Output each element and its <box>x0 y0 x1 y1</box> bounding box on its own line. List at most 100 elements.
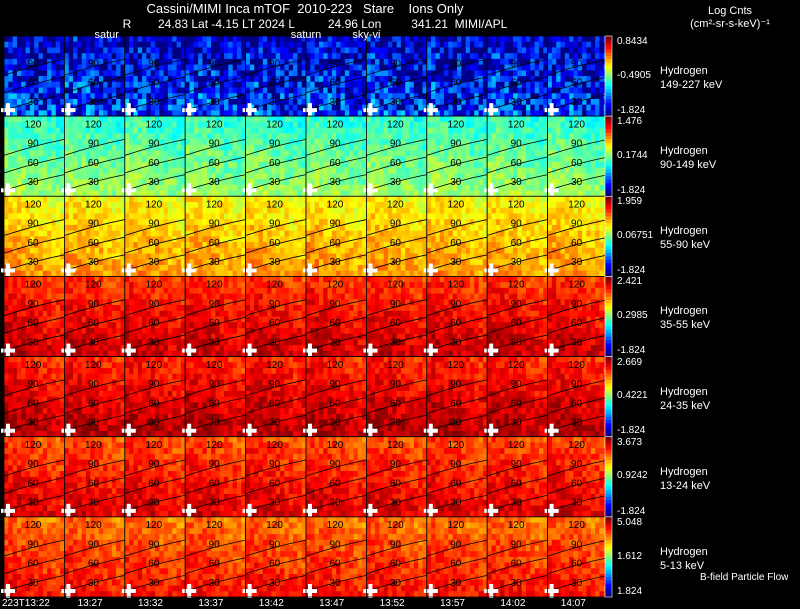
contour-line <box>487 477 548 494</box>
colorbar-segment <box>605 566 612 571</box>
contour-label: 60 <box>269 559 281 570</box>
colorbar-segment <box>605 283 612 287</box>
colorbar-segment <box>605 343 612 348</box>
contour-label: 60 <box>329 398 341 409</box>
contour-line <box>487 299 548 317</box>
contour-label: 120 <box>266 119 283 130</box>
contour-line <box>64 316 125 334</box>
x-tick-label: 13:27 <box>77 598 103 609</box>
contour-label: 90 <box>269 219 281 230</box>
contour-line <box>426 156 488 174</box>
colorbar-segment <box>605 219 612 224</box>
colorbar-segment <box>605 476 612 481</box>
colorbar-cmin: -1.824 <box>617 345 646 357</box>
panel-r0-c4: 90 60 30 <box>242 35 307 118</box>
contour-line <box>487 58 548 76</box>
contour-label: 90 <box>450 299 462 310</box>
contour-label: 60 <box>209 398 221 409</box>
contour-label: 90 <box>27 299 39 310</box>
colorbar-segment <box>605 142 612 147</box>
colorbar-cmid: 0.4221 <box>617 390 648 402</box>
colorbar-segment <box>605 152 612 157</box>
panel-r4-c0: 120 90 60 30 <box>1 356 65 438</box>
contour-label: 120 <box>266 440 283 451</box>
colorbar-segment <box>605 570 612 575</box>
contour-label: 90 <box>148 459 160 470</box>
colorbar-segment <box>605 289 612 294</box>
contour-label: 90 <box>209 379 221 390</box>
contour-label: 120 <box>568 280 585 291</box>
contour-line <box>185 539 246 557</box>
x-tick-label: 14:02 <box>500 598 526 609</box>
colorbar-segment <box>605 453 612 458</box>
contour-line <box>124 379 186 397</box>
energy-label: 35-55 keV <box>660 319 711 332</box>
contour-line <box>547 459 609 477</box>
contour-line <box>305 459 367 477</box>
contour-label: 120 <box>387 200 404 211</box>
contour-label: 90 <box>450 459 462 470</box>
colorbar-segment <box>605 36 612 40</box>
colorbar-segment <box>605 433 612 438</box>
panel-r2-c1: 120 90 60 30 <box>61 195 126 278</box>
contour-line <box>64 76 125 94</box>
contour-label: 60 <box>88 238 100 249</box>
contour-label: 30 <box>88 177 100 188</box>
contour-label: 120 <box>266 360 283 371</box>
contour-line <box>305 156 367 174</box>
panel-r6-c8: 120 90 60 30 <box>484 516 549 598</box>
contour-line <box>426 299 488 317</box>
contour-line <box>185 557 246 575</box>
contour-label: 30 <box>27 418 39 429</box>
panel-r5-c5: 120 90 60 30 <box>303 436 367 518</box>
contour-label: 120 <box>145 360 162 371</box>
energy-label: 55-90 keV <box>660 239 711 252</box>
colorbar-segment <box>605 496 612 501</box>
panel-r1-c6: 120 90 60 30 <box>363 115 428 198</box>
contour-line <box>305 557 367 575</box>
contour-label: 30 <box>148 498 160 509</box>
colorbar-segment <box>605 179 612 184</box>
contour-label: 30 <box>571 418 583 429</box>
contour-line <box>64 156 125 174</box>
contour-label: 30 <box>571 578 583 589</box>
contour-label: 120 <box>85 520 102 531</box>
colorbar-segment <box>605 52 612 57</box>
contour-label: 90 <box>27 459 39 470</box>
panel-r5-c8: 120 90 60 30 <box>484 436 549 518</box>
colorbar-cmax: 1.476 <box>617 116 643 128</box>
contour-label: 90 <box>511 539 523 550</box>
contour-label: 120 <box>508 360 525 371</box>
contour-label: 30 <box>148 418 160 429</box>
panel-r5-c3: 120 90 60 30 <box>182 436 246 518</box>
contour-label: 90 <box>88 59 100 70</box>
colorbar-segment <box>605 263 612 267</box>
panel-r1-c2: 120 90 60 30 <box>121 115 186 198</box>
panel-r4-c3: 120 90 60 30 <box>182 356 246 438</box>
contour-label: 30 <box>27 337 39 348</box>
panel-r0-c7: 90 60 30 <box>423 35 488 118</box>
contour-label: 90 <box>571 379 583 390</box>
colorbar-segment <box>605 293 612 297</box>
contour-label: 30 <box>329 97 341 108</box>
contour-label: 90 <box>450 539 462 550</box>
colorbar-cmid: 1.612 <box>617 550 643 562</box>
contour-line <box>124 219 186 236</box>
contour-label: 90 <box>148 59 160 70</box>
contour-label: 90 <box>450 379 462 390</box>
colorbar-segment <box>605 386 612 391</box>
colorbar-segment <box>605 573 612 578</box>
row-label: Hydrogen 5-13 keV <box>660 545 708 573</box>
contour-line <box>547 156 609 174</box>
x-tick-label: 13:52 <box>379 598 405 609</box>
panel-r0-c3: 90 60 30 <box>182 35 246 118</box>
contour-line <box>426 477 488 494</box>
contour-label: 60 <box>390 478 402 489</box>
contour-label: 60 <box>571 238 583 249</box>
colorbar-segment <box>605 59 612 64</box>
panel-r5-c9: 120 90 60 30 <box>544 436 609 518</box>
contour-label: 120 <box>447 440 464 451</box>
panel-r5-c2: 120 90 60 30 <box>121 436 186 518</box>
contour-label: 120 <box>266 520 283 531</box>
contour-line <box>185 236 246 254</box>
